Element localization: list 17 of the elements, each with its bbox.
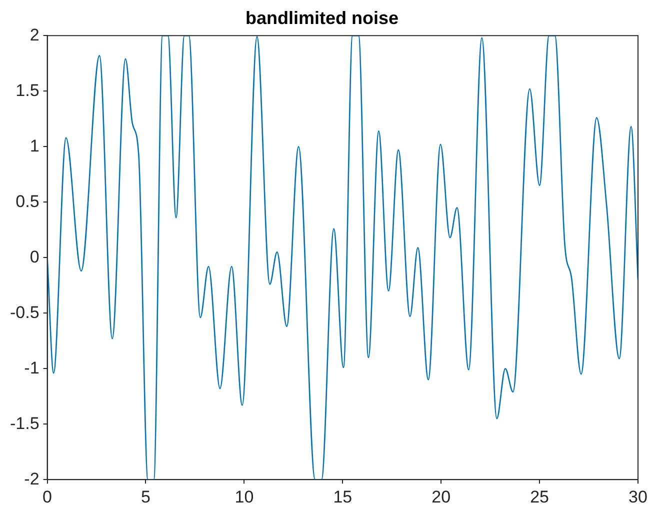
y-tick-label: 0.5 [16, 192, 40, 211]
chart-title: bandlimited noise [245, 8, 399, 28]
x-tick-label: 10 [234, 487, 254, 506]
y-tick-label: -1.5 [10, 414, 40, 433]
x-tick-label: 25 [530, 487, 550, 506]
x-tick-label: 30 [628, 487, 648, 506]
y-tick-label: 0 [30, 247, 40, 266]
x-tick-label: 0 [42, 487, 52, 506]
x-tick-label: 15 [333, 487, 352, 506]
x-tick-label: 20 [432, 487, 451, 506]
y-tick-label: -1 [24, 358, 40, 378]
y-tick-label: -0.5 [10, 302, 40, 322]
y-tick-label: 1 [30, 136, 40, 156]
y-tick-label: -2 [24, 469, 40, 488]
y-tick-label: 1.5 [16, 80, 40, 100]
y-tick-label: 2 [30, 25, 40, 44]
x-tick-label: 5 [141, 487, 150, 506]
